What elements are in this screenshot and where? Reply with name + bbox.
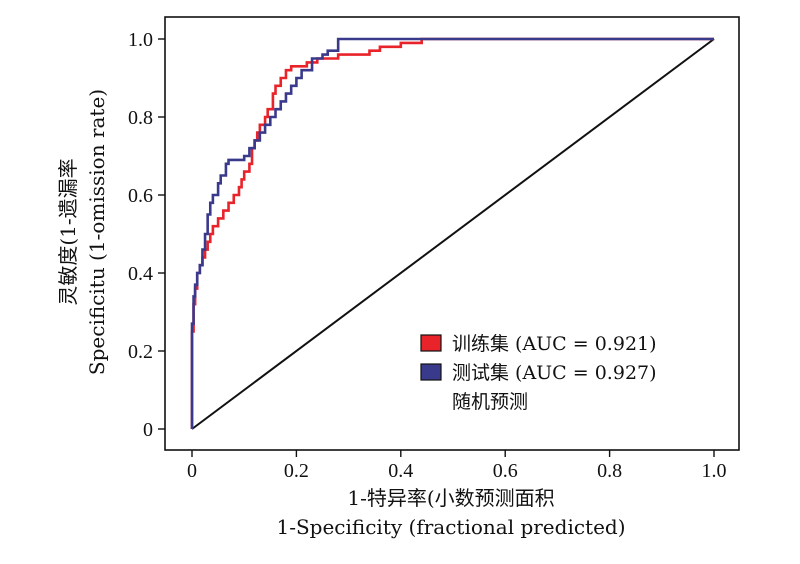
test-roc-line (190, 37, 714, 429)
x-tick-label: 0 (187, 460, 197, 482)
x-axis-label-cn: 1-特异率(小数预测面积 (347, 486, 554, 510)
x-tick-label: 0.2 (284, 460, 309, 482)
legend: 训练集 (AUC = 0.921) 测试集 (AUC = 0.927) 随机预测 (420, 333, 657, 413)
y-tick-label: 0.6 (128, 185, 153, 207)
legend-swatch (420, 334, 442, 352)
legend-label: 随机预测 (452, 391, 528, 413)
x-tick-label: 0.4 (388, 460, 413, 482)
x-tick-label: 1.0 (702, 460, 727, 482)
y-tick-label: 0 (143, 419, 153, 441)
y-tick-label: 0.2 (128, 341, 153, 363)
random-line (191, 38, 715, 430)
x-tick-label: 0.6 (493, 460, 518, 482)
y-tick-label: 0.8 (128, 107, 153, 129)
y-tick-label: 0.4 (128, 263, 153, 285)
y-tick-label: 1.0 (128, 29, 153, 51)
legend-label: 训练集 (AUC = 0.921) (452, 333, 657, 355)
legend-label: 测试集 (AUC = 0.927) (452, 362, 657, 384)
legend-swatch (420, 363, 442, 381)
y-axis-label-cn: 灵敏度(1-遗漏率 (56, 158, 80, 305)
y-axis-label-en: Specificitu (1-omission rate) (85, 89, 109, 375)
x-axis-label-en: 1-Specificity (fractional predicted) (276, 515, 625, 539)
x-tick-label: 0.8 (597, 460, 622, 482)
plot-frame (164, 16, 740, 451)
